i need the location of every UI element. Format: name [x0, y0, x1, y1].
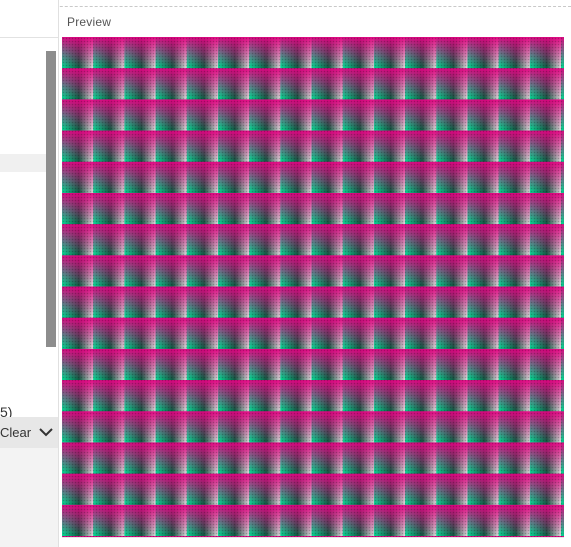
clear-label: Clear [0, 425, 32, 440]
preview-header: Preview [59, 7, 571, 37]
left-panel-header-line [0, 37, 58, 38]
left-panel-scrollbar[interactable] [46, 51, 56, 347]
preview-title: Preview [67, 15, 112, 29]
clear-dropdown[interactable]: Clear [0, 417, 58, 448]
preview-canvas [62, 37, 564, 537]
left-panel-footer [0, 448, 58, 547]
panel-divider [58, 0, 59, 547]
left-panel: 5) Clear [0, 0, 58, 547]
left-panel-selected-row[interactable] [0, 154, 46, 172]
preview-bottom-border [62, 537, 564, 538]
top-dashed-border [0, 6, 571, 7]
chevron-down-icon[interactable] [39, 427, 53, 437]
left-panel-partial-text: 5) [0, 404, 13, 420]
preview-dither-overlay [62, 37, 564, 537]
